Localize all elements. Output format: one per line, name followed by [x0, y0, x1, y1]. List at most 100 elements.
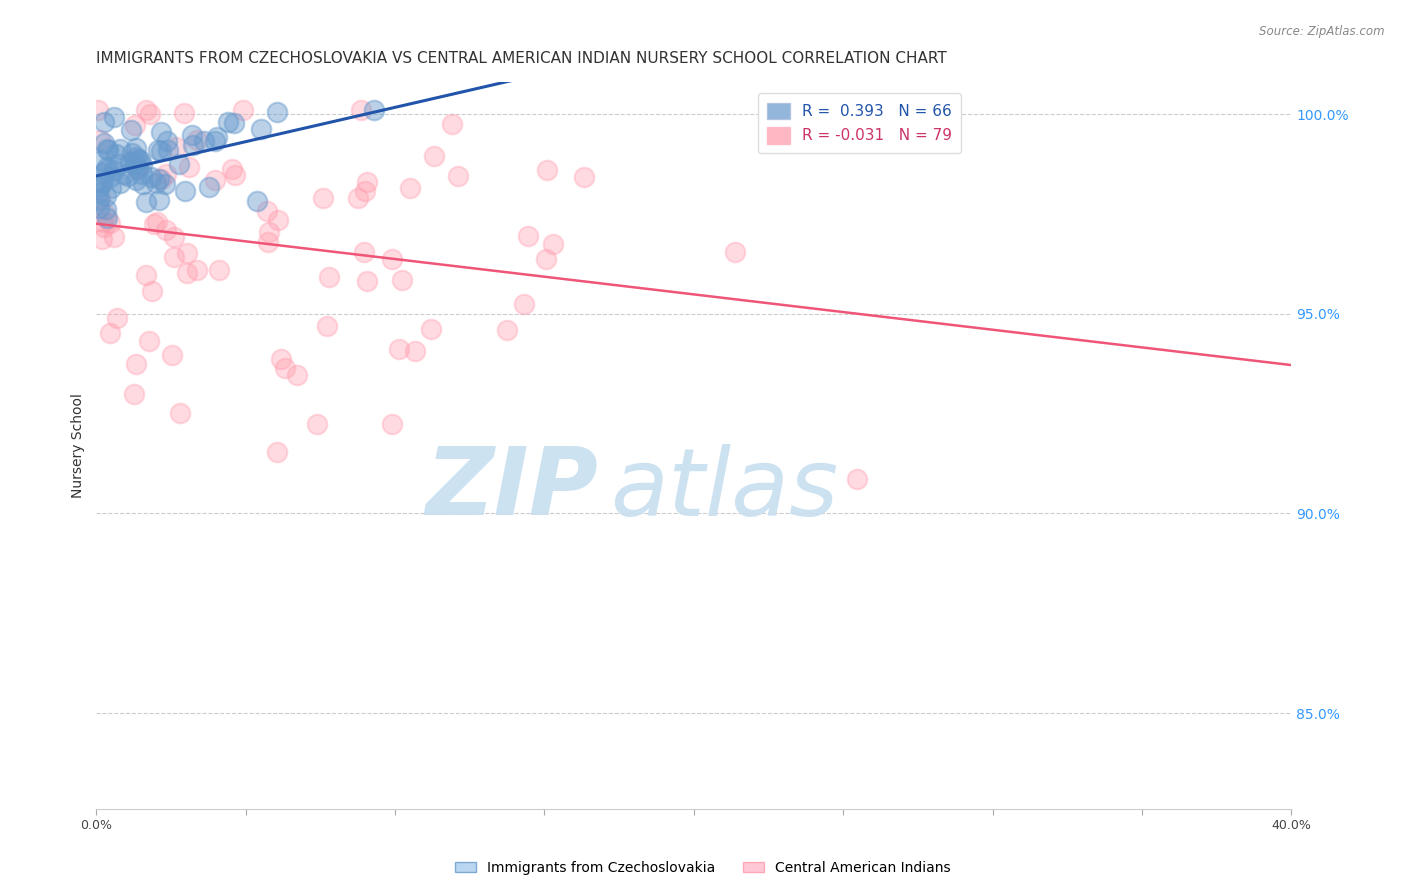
Point — [112, 167, 135, 181]
Point — [217, 115, 239, 129]
Point — [97, 144, 120, 158]
Point — [131, 158, 153, 172]
Point — [94, 202, 117, 216]
Point — [724, 244, 747, 259]
Point — [176, 245, 198, 260]
Point — [125, 173, 148, 187]
Point — [89, 134, 111, 148]
Point — [204, 173, 226, 187]
Point — [93, 136, 115, 150]
Point — [363, 103, 385, 117]
Point — [388, 342, 411, 356]
Point — [135, 194, 157, 209]
Point — [135, 103, 157, 117]
Point — [221, 162, 243, 177]
Point — [156, 143, 179, 157]
Point — [100, 181, 122, 195]
Point — [93, 219, 115, 234]
Point — [125, 141, 148, 155]
Point — [423, 149, 446, 163]
Point — [98, 169, 121, 184]
Point — [246, 194, 269, 209]
Point — [90, 176, 112, 190]
Point — [176, 266, 198, 280]
Point — [153, 177, 176, 191]
Point — [96, 162, 118, 177]
Point — [419, 322, 441, 336]
Point — [180, 128, 202, 143]
Point — [127, 152, 149, 166]
Point — [266, 445, 288, 459]
Point — [356, 274, 378, 288]
Point — [145, 177, 167, 191]
Point — [150, 125, 173, 139]
Point — [273, 360, 295, 375]
Text: Source: ZipAtlas.com: Source: ZipAtlas.com — [1260, 25, 1385, 38]
Point — [150, 171, 173, 186]
Point — [224, 168, 246, 182]
Point — [139, 107, 162, 121]
Point — [139, 169, 162, 184]
Point — [120, 122, 142, 136]
Point — [513, 297, 536, 311]
Point — [186, 133, 208, 147]
Point — [148, 172, 170, 186]
Point — [186, 263, 208, 277]
Point — [90, 231, 112, 245]
Point — [447, 169, 470, 183]
Point — [222, 115, 245, 129]
Point — [356, 175, 378, 189]
Point — [353, 245, 375, 260]
Point — [103, 162, 125, 177]
Point — [125, 161, 148, 176]
Point — [87, 201, 110, 215]
Point — [536, 163, 558, 178]
Point — [167, 157, 190, 171]
Point — [94, 208, 117, 222]
Point — [142, 217, 165, 231]
Point — [108, 142, 131, 156]
Point — [495, 323, 517, 337]
Point — [198, 180, 221, 194]
Point — [305, 417, 328, 431]
Point — [193, 134, 215, 148]
Point — [165, 140, 187, 154]
Point — [87, 179, 110, 194]
Point — [132, 177, 155, 191]
Point — [354, 184, 377, 198]
Point — [845, 472, 868, 486]
Point — [146, 144, 169, 158]
Point — [311, 190, 333, 204]
Point — [91, 166, 114, 180]
Point — [122, 156, 145, 170]
Point — [270, 352, 292, 367]
Point — [91, 215, 114, 229]
Point — [108, 157, 131, 171]
Point — [96, 211, 118, 225]
Point — [96, 142, 118, 156]
Point — [103, 229, 125, 244]
Point — [135, 268, 157, 283]
Point — [89, 190, 111, 204]
Point — [96, 161, 118, 175]
Point — [150, 144, 173, 158]
Point — [318, 269, 340, 284]
Point — [285, 368, 308, 382]
Point — [122, 387, 145, 401]
Point — [249, 122, 271, 136]
Point — [232, 103, 254, 117]
Point — [94, 189, 117, 203]
Point — [163, 230, 186, 244]
Point — [125, 161, 148, 176]
Point — [128, 153, 150, 168]
Point — [160, 348, 183, 362]
Point — [181, 138, 204, 153]
Point — [98, 326, 121, 340]
Point — [204, 134, 226, 148]
Point — [381, 417, 404, 431]
Point — [173, 106, 195, 120]
Text: IMMIGRANTS FROM CZECHOSLOVAKIA VS CENTRAL AMERICAN INDIAN NURSERY SCHOOL CORRELA: IMMIGRANTS FROM CZECHOSLOVAKIA VS CENTRA… — [97, 51, 948, 66]
Point — [257, 225, 280, 239]
Point — [315, 319, 337, 334]
Y-axis label: Nursery School: Nursery School — [72, 393, 86, 498]
